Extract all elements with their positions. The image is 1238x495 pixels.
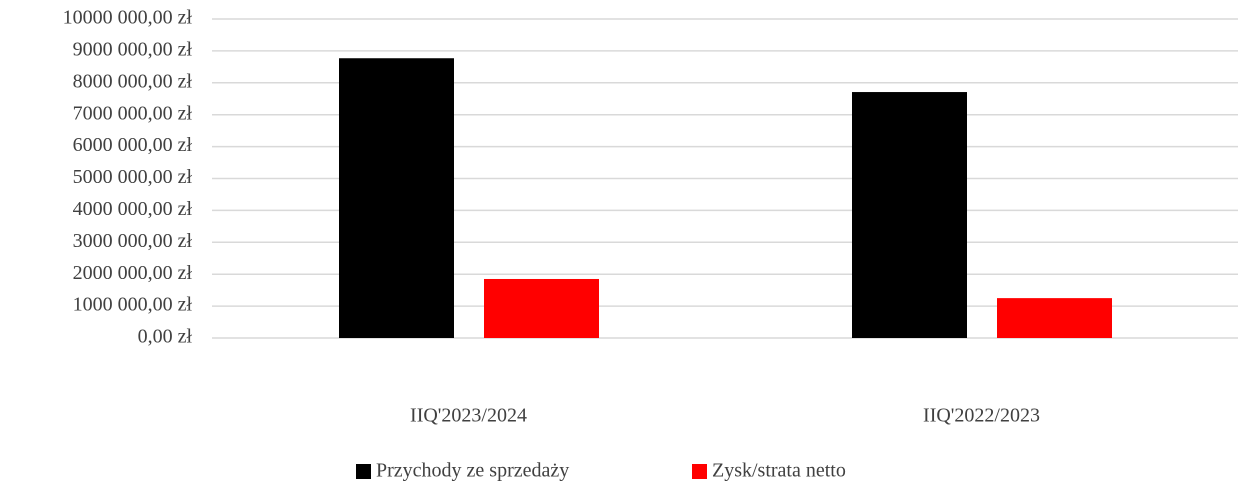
bar [339,58,454,338]
bar [484,278,599,338]
bar [852,92,967,339]
y-tick-label: 2000 000,00 zł [73,262,193,284]
legend-swatch [692,464,707,479]
y-tick-label: 0,00 zł [138,326,193,348]
bar [997,298,1112,338]
legend-label: Przychody ze sprzedaży [376,460,569,482]
legend-swatch [356,464,371,479]
x-tick-label: IIQ'2022/2023 [923,405,1040,427]
y-tick-label: 3000 000,00 zł [73,230,193,252]
y-tick-label: 7000 000,00 zł [73,102,193,124]
y-tick-label: 1000 000,00 zł [73,294,193,316]
y-tick-label: 6000 000,00 zł [73,134,193,156]
y-tick-label: 10000 000,00 zł [63,7,193,29]
x-tick-label: IIQ'2023/2024 [410,405,527,427]
y-tick-label: 9000 000,00 zł [73,38,193,60]
y-tick-label: 5000 000,00 zł [73,166,193,188]
y-tick-label: 4000 000,00 zł [73,198,193,220]
legend-label: Zysk/strata netto [712,460,846,482]
y-tick-label: 8000 000,00 zł [73,70,193,92]
